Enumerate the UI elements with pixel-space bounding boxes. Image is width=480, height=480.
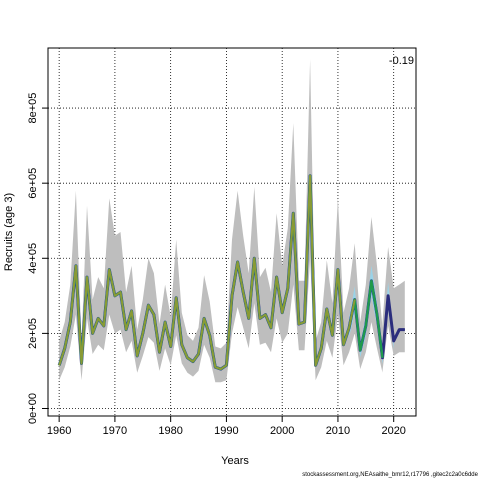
annotation-label: -0.19 [389, 55, 414, 67]
y-axis-title: Recruits (age 3) [3, 193, 15, 271]
x-tick-label: 1990 [214, 425, 238, 437]
x-tick-label: 1960 [47, 425, 71, 437]
footer-credit: stockassessment.org,NEAsaithe_bmr12,r177… [302, 472, 478, 478]
y-tick-label: 0e+00 [27, 393, 39, 424]
terminal-line [387, 295, 405, 342]
y-tick-label: 4e+05 [27, 243, 39, 274]
x-tick-label: 1980 [158, 425, 182, 437]
y-tick-label: 2e+05 [27, 318, 39, 349]
y-axis: 0e+00 2e+05 4e+05 6e+05 8e+05 [27, 93, 49, 424]
x-tick-label: 2010 [326, 425, 350, 437]
series-lines [57, 174, 405, 371]
y-tick-label: 6e+05 [27, 168, 39, 199]
y-tick-label: 8e+05 [27, 93, 39, 124]
x-tick-label: 2000 [270, 425, 294, 437]
x-tick-label: 2020 [381, 425, 405, 437]
confidence-band [59, 59, 383, 383]
x-axis: 1960 1970 1980 1990 2000 2010 2020 [47, 415, 406, 437]
confidence-band-recent [382, 247, 405, 371]
main-estimate-line [58, 174, 356, 371]
x-tick-label: 1970 [103, 425, 127, 437]
x-axis-title: Years [221, 455, 249, 467]
